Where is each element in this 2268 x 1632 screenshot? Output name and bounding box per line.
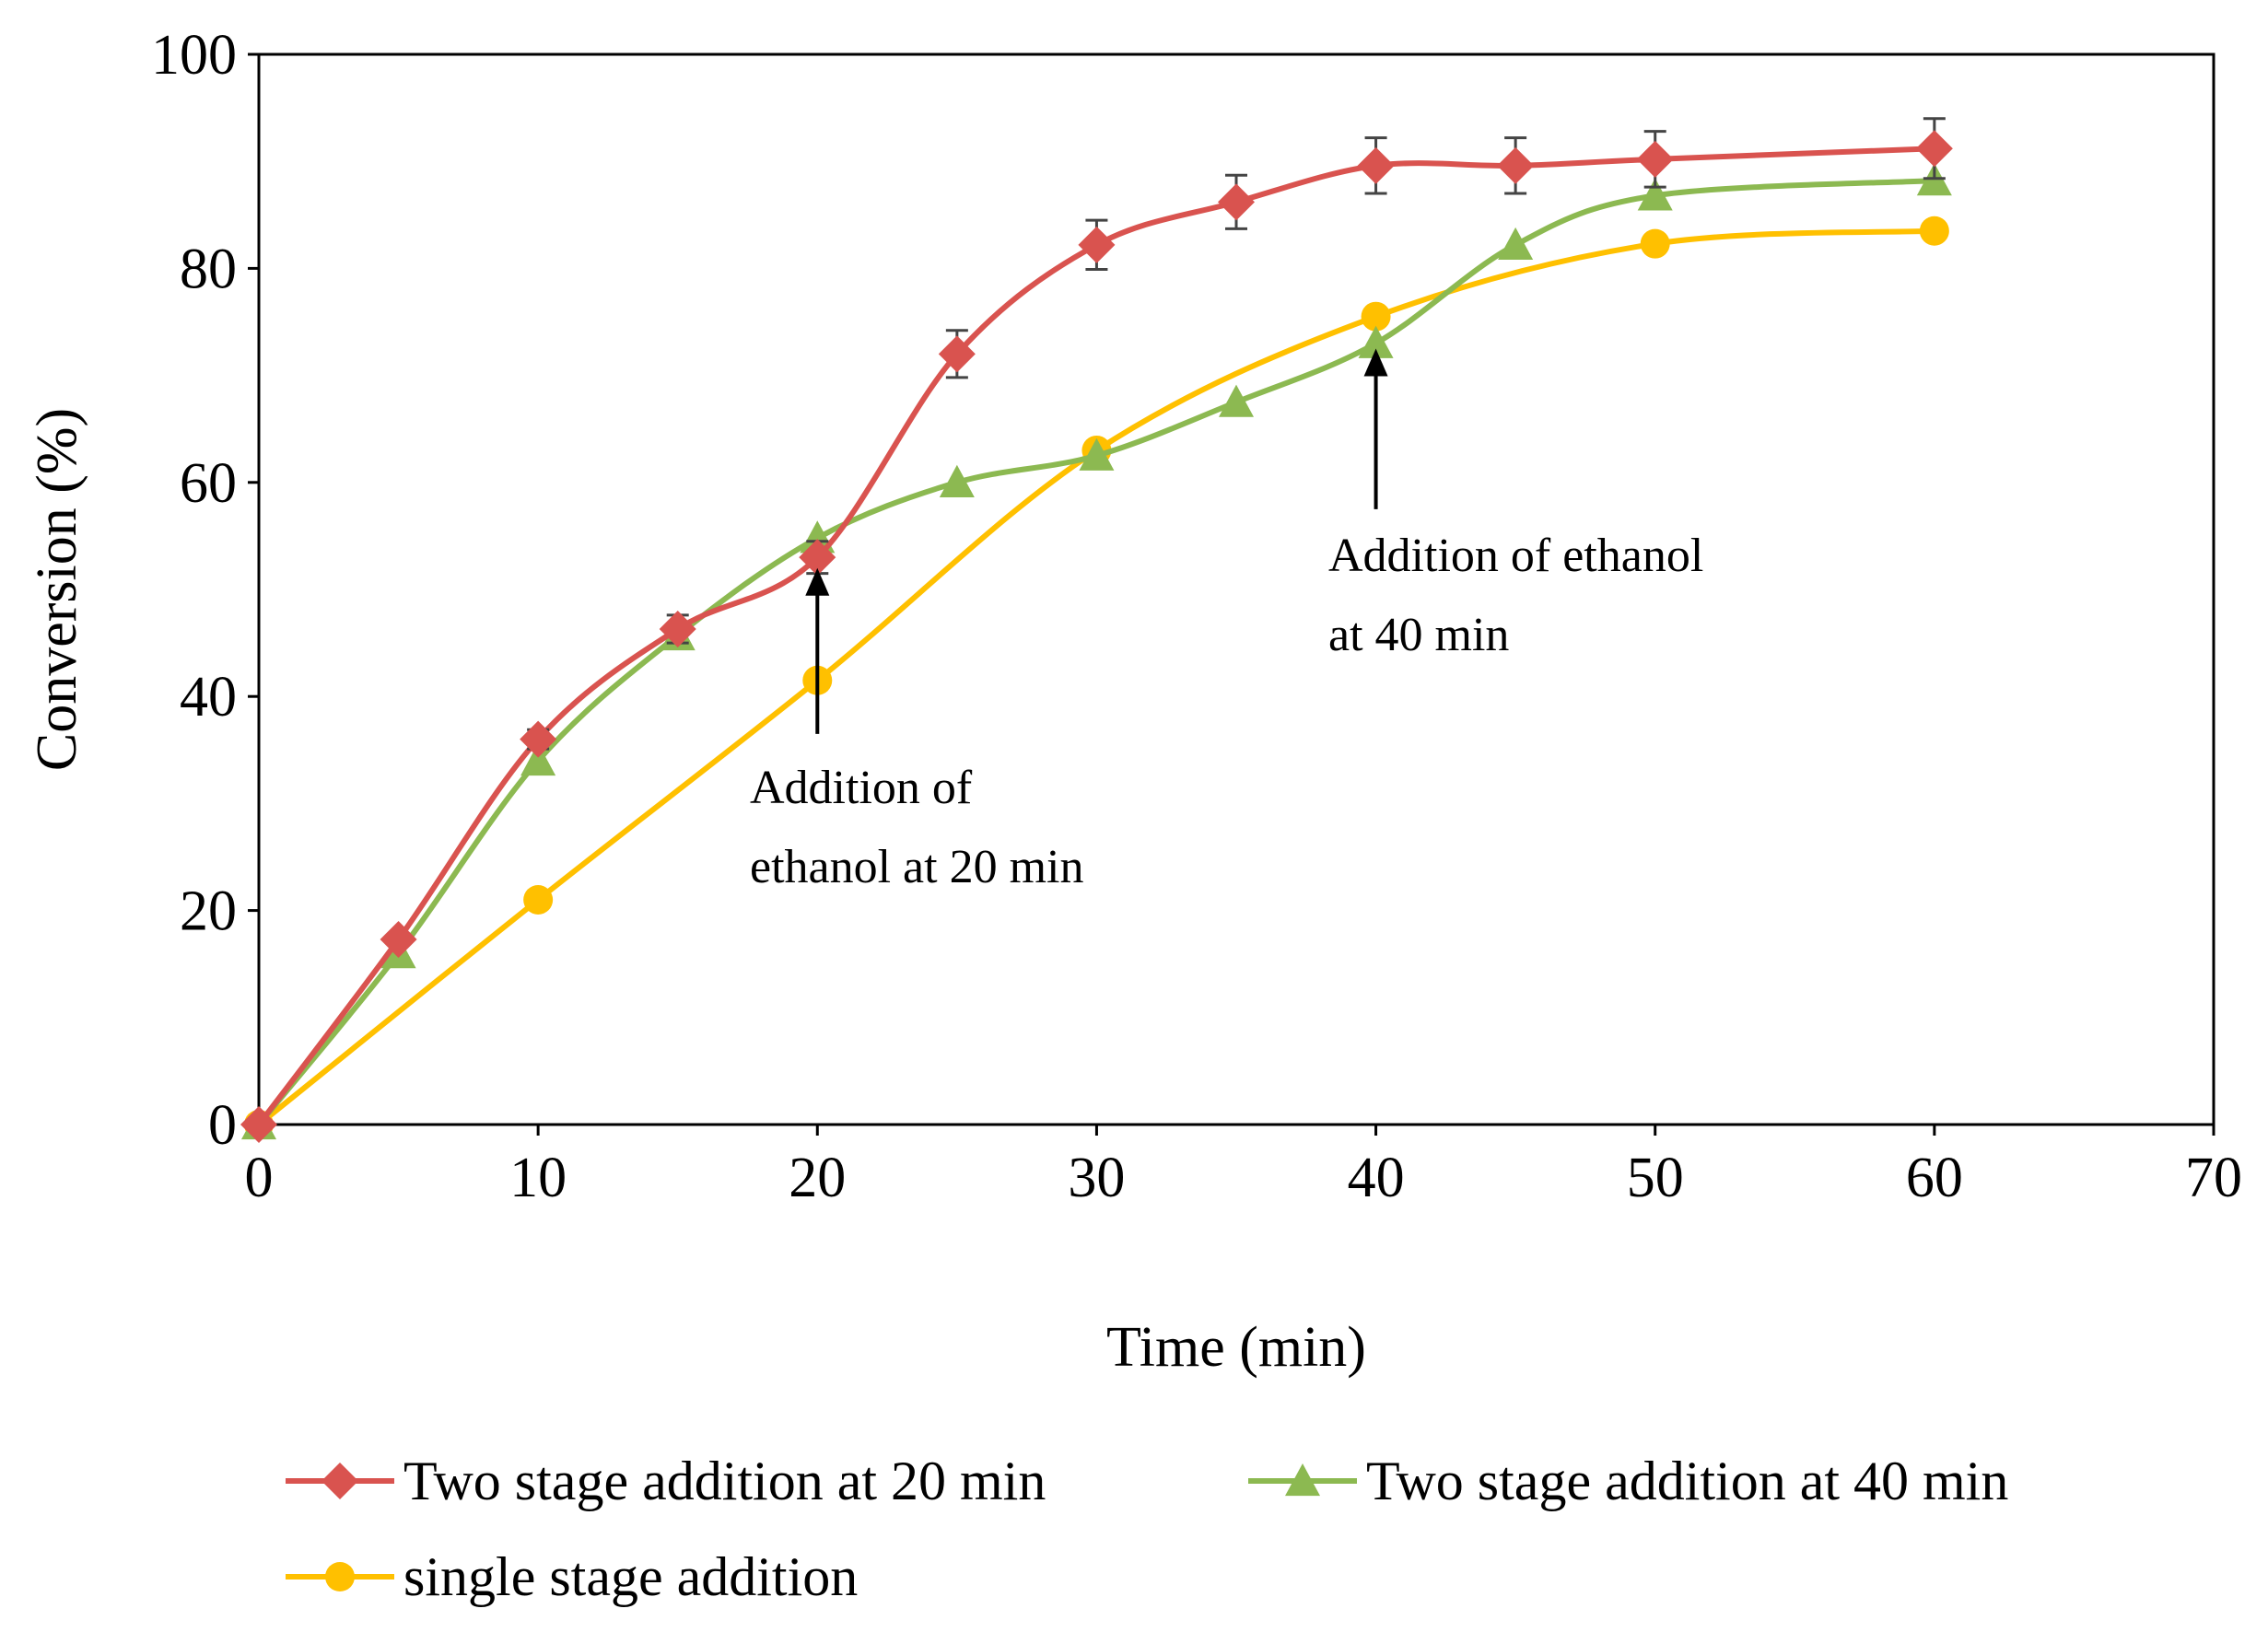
y-tick-label: 0 <box>208 1094 237 1157</box>
data-point <box>240 1106 277 1143</box>
y-tick-label: 40 <box>180 666 237 729</box>
annotation-layer: Addition of ethanol at 20 min Addition of … <box>750 348 1703 893</box>
data-point <box>1358 325 1394 358</box>
data-point <box>1497 146 1535 184</box>
y-tick-label: 20 <box>180 880 237 943</box>
data-point <box>1361 301 1391 332</box>
data-point <box>1919 216 1949 246</box>
legend-label: Two stage addition at 20 min <box>403 1451 1046 1511</box>
annotation-arrow-head <box>805 567 830 596</box>
data-point <box>1640 228 1670 259</box>
y-tick-label: 80 <box>180 238 237 300</box>
x-tick-label: 20 <box>789 1147 846 1209</box>
data-point <box>938 335 976 373</box>
annotation-arrow-head <box>1363 348 1388 377</box>
legend-item-1: Two stage addition at 20 min <box>286 1451 1046 1511</box>
data-point <box>1637 178 1673 211</box>
data-point <box>1636 140 1674 178</box>
x-tick-label: 60 <box>1906 1147 1963 1209</box>
legend-swatch-marker <box>1285 1463 1320 1497</box>
x-tick-label: 40 <box>1348 1147 1405 1209</box>
x-axis-title: Time (min) <box>1106 1316 1366 1379</box>
legend: Two stage addition at 20 min Two stage ad… <box>286 1451 2008 1607</box>
data-point <box>520 720 557 758</box>
annotation-2: Addition of ethanol at 40 min <box>1328 348 1703 661</box>
y-axis-title: Conversion (%) <box>26 408 88 771</box>
annotation-text: Addition of ethanol <box>1328 530 1703 582</box>
series-layer <box>240 117 1953 1143</box>
x-tick-label: 50 <box>1627 1147 1684 1209</box>
data-point <box>1357 146 1395 184</box>
data-point <box>1219 384 1254 417</box>
data-point <box>1915 130 1953 168</box>
x-tick-label: 0 <box>245 1147 274 1209</box>
data-point <box>520 742 556 776</box>
x-axis: 0 10 20 30 40 50 60 70 <box>245 1125 2242 1209</box>
data-point <box>380 920 417 958</box>
annotation-text: at 40 min <box>1328 609 1509 661</box>
data-point <box>1079 437 1115 471</box>
data-point <box>523 884 554 915</box>
legend-swatch-marker <box>325 1562 355 1591</box>
x-tick-label: 30 <box>1068 1147 1125 1209</box>
legend-item-3: single stage addition <box>286 1546 858 1607</box>
data-point <box>659 610 696 647</box>
annotation-text: Addition of <box>750 762 973 814</box>
y-tick-label: 100 <box>151 24 237 87</box>
data-point <box>1078 226 1116 263</box>
legend-item-2: Two stage addition at 40 min <box>1248 1451 2008 1511</box>
legend-swatch-marker <box>321 1463 358 1499</box>
data-point <box>1218 183 1255 221</box>
series-1 <box>240 117 1953 1143</box>
y-tick-label: 60 <box>180 452 237 515</box>
y-axis: 0 20 40 60 80 100 <box>151 24 259 1157</box>
series-line <box>256 178 1935 1126</box>
annotation-1: Addition of ethanol at 20 min <box>750 567 1083 893</box>
legend-label: single stage addition <box>403 1546 858 1607</box>
series-line <box>256 146 1935 1126</box>
legend-label: Two stage addition at 40 min <box>1366 1451 2008 1511</box>
x-tick-label: 70 <box>2185 1147 2242 1209</box>
x-tick-label: 10 <box>509 1147 567 1209</box>
plot-area-frame <box>257 52 2215 1126</box>
data-point <box>799 539 836 577</box>
annotation-text: ethanol at 20 min <box>750 841 1083 893</box>
data-point <box>1498 227 1534 260</box>
data-point <box>939 464 975 497</box>
